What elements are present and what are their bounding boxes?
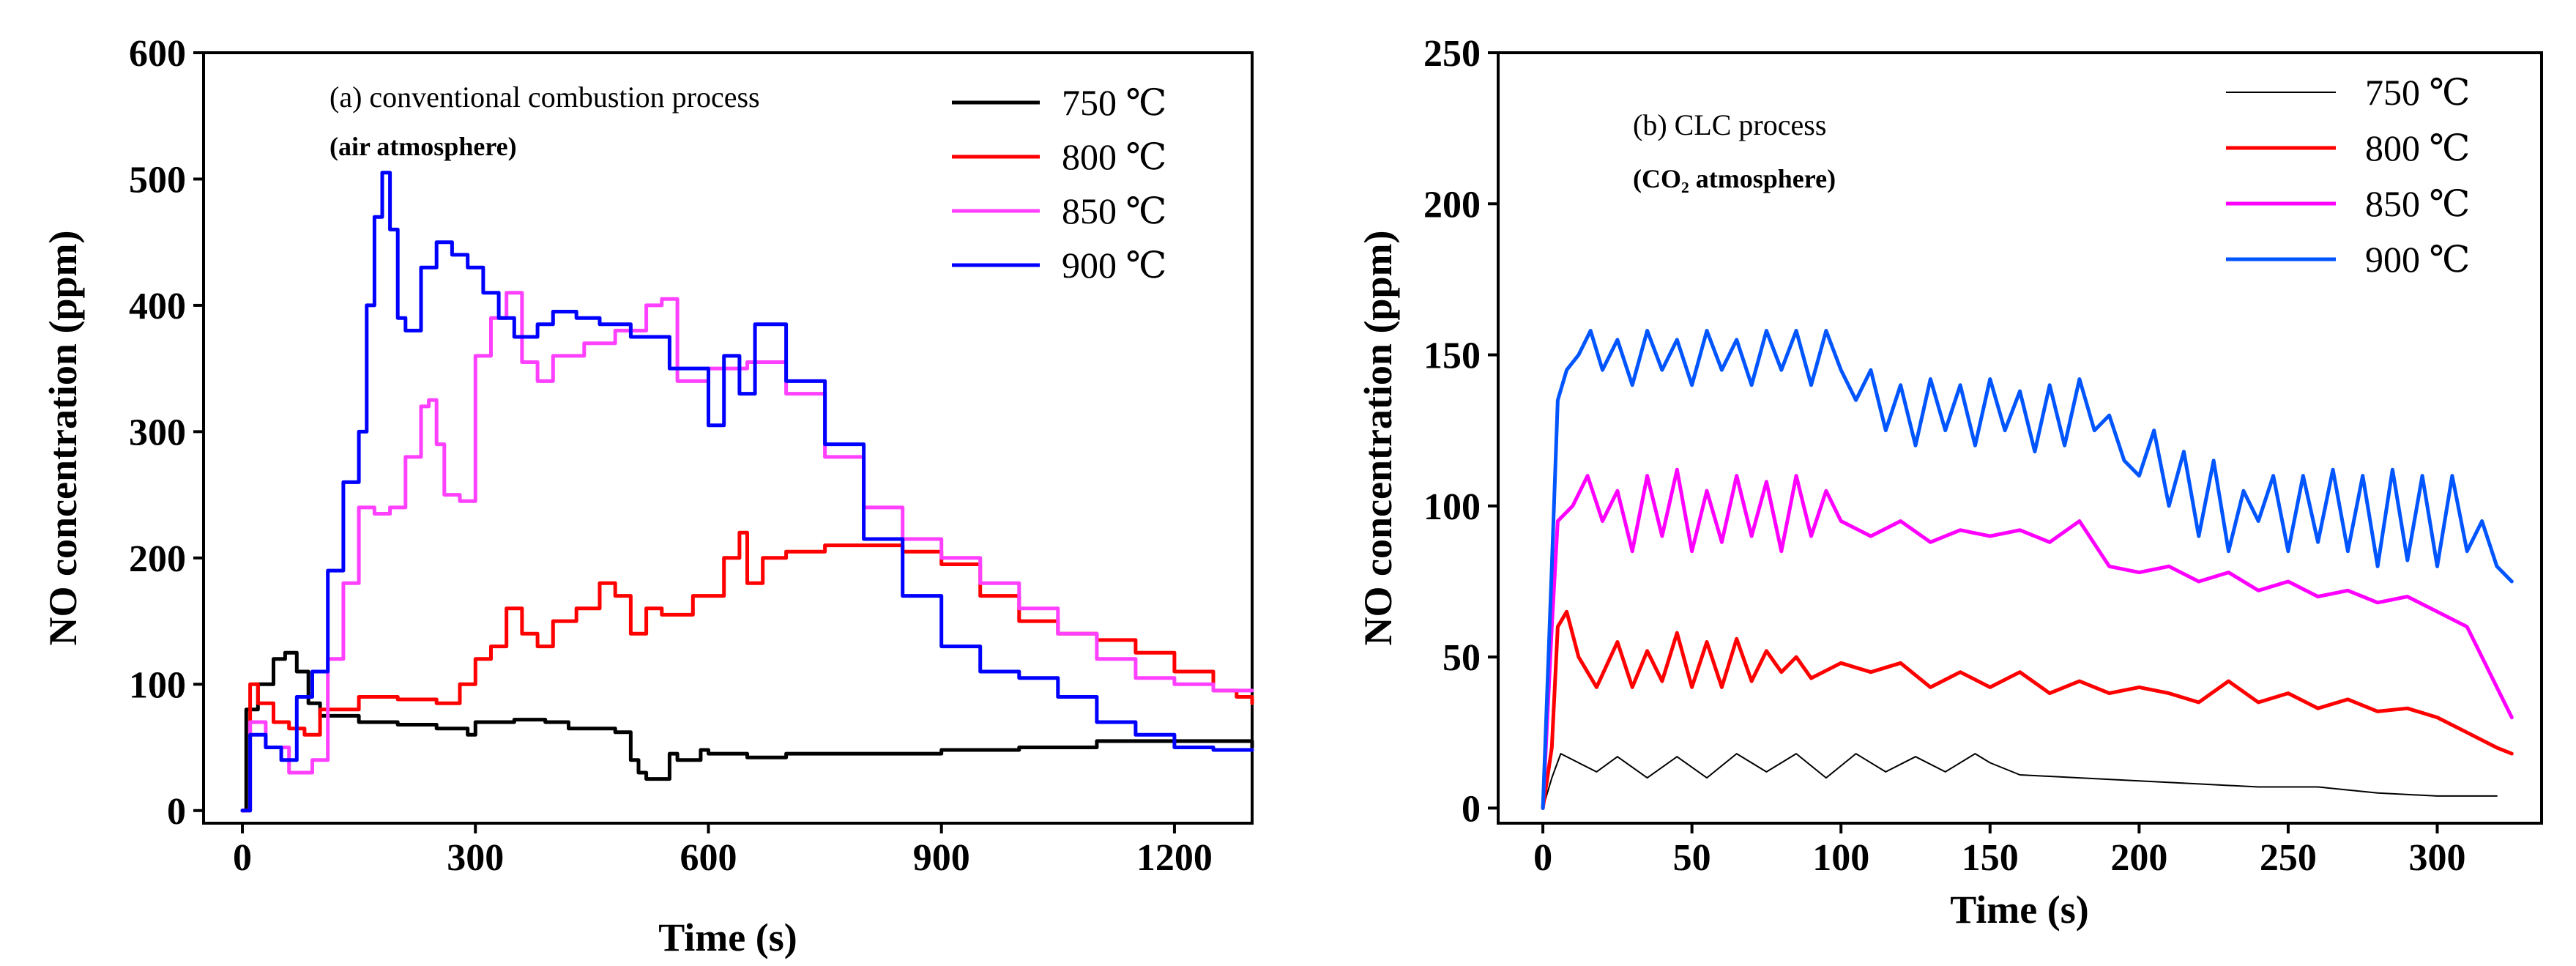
panel-b-x-axis-title: Time (s)	[1950, 888, 2088, 932]
panel-b-legend-label-1: 800 ℃	[2365, 127, 2470, 168]
panel-b-x-tick-label: 250	[2260, 837, 2317, 879]
panel-a-x-tick-label: 300	[447, 837, 504, 879]
panel-a-x-axis-title: Time (s)	[658, 915, 797, 959]
panel-b-title: (b) CLC process	[1633, 108, 1826, 141]
panel-b-legend-label-0: 750 ℃	[2365, 72, 2470, 113]
panel-a-y-tick-label: 0	[167, 791, 186, 833]
panel-a-legend-label-1: 800 ℃	[1062, 136, 1166, 177]
panel-a-y-tick-label: 500	[129, 159, 186, 201]
panel-b-x-tick-label: 200	[2110, 837, 2167, 879]
panel-a-plot-frame	[202, 51, 1254, 825]
panel-a-legend-label-2: 850 ℃	[1062, 190, 1166, 231]
panel-b-series-line-0	[1542, 753, 2498, 809]
panel-a-title: (a) conventional combustion process	[330, 81, 760, 114]
panel-a-y-tick-label: 200	[129, 538, 186, 580]
panel-a-series-group	[240, 171, 1254, 813]
panel-a-y-tick-label: 300	[129, 412, 186, 453]
panel-a-legend-label-3: 900 ℃	[1062, 245, 1166, 286]
panel-b-series-line-3	[1541, 329, 2514, 810]
panel-b-clc-process: 0 50 100 150 200 250 300 0 50 100 150 200 250 (b) CL…	[1356, 33, 2543, 932]
panel-b-legend: 750 ℃ 800 ℃ 850 ℃ 900 ℃	[2226, 72, 2470, 280]
panel-b-series-line-1	[1541, 609, 2514, 810]
panel-a-x-tick-label: 1200	[1136, 837, 1213, 879]
panel-a-series-line-0	[240, 650, 1254, 813]
panel-b-x-tick-label: 300	[2409, 837, 2466, 879]
panel-a-subtitle: (air atmosphere)	[330, 132, 517, 161]
panel-b-y-tick-label: 50	[1443, 637, 1481, 679]
panel-b-series-group	[1541, 329, 2514, 810]
panel-a-ticks: 0 300 600 900 1200 0 100 200 300 400 500 600	[129, 33, 1213, 879]
panel-b-y-axis-title: NO concentration (ppm)	[1356, 231, 1400, 646]
panel-a-legend-label-0: 750 ℃	[1062, 82, 1166, 123]
panel-a-series-line-3	[240, 171, 1254, 813]
panel-b-x-tick-label: 100	[1812, 837, 1869, 879]
panel-b-series-line-2	[1541, 467, 2514, 810]
panel-b-x-tick-label: 150	[1962, 837, 2019, 879]
panel-a-y-tick-label: 600	[129, 33, 186, 75]
panel-a-x-tick-label: 900	[913, 837, 970, 879]
panel-b-plot-frame	[1497, 51, 2543, 825]
panel-a-y-axis-title: NO concentration (ppm)	[41, 231, 85, 646]
panel-a-x-tick-label: 0	[233, 837, 252, 879]
panel-a-x-tick-label: 600	[680, 837, 737, 879]
panel-b-x-tick-label: 50	[1673, 837, 1711, 879]
panel-a-legend: 750 ℃ 800 ℃ 850 ℃ 900 ℃	[952, 82, 1166, 286]
panel-a-series-line-2	[240, 291, 1254, 813]
panel-a-conventional-combustion: 0 300 600 900 1200 0 100 200 300 400 500 600 (a) co…	[41, 33, 1254, 959]
panel-b-y-tick-label: 0	[1462, 788, 1481, 830]
panel-b-y-tick-label: 150	[1423, 335, 1481, 377]
panel-b-y-tick-label: 200	[1423, 184, 1481, 226]
panel-b-legend-label-3: 900 ℃	[2365, 239, 2470, 280]
panel-a-y-tick-label: 100	[129, 664, 186, 706]
panel-b-y-tick-label: 250	[1423, 33, 1481, 75]
panel-b-subtitle: (CO₂ atmosphere)	[1633, 164, 1836, 193]
panel-b-x-tick-label: 0	[1533, 837, 1552, 879]
panel-b-y-tick-label: 100	[1423, 486, 1481, 528]
panel-a-y-tick-label: 400	[129, 286, 186, 327]
panel-a-series-line-1	[240, 530, 1254, 813]
panel-b-ticks: 0 50 100 150 200 250 300 0 50 100 150 200 250	[1423, 33, 2466, 879]
panel-b-legend-label-2: 850 ℃	[2365, 183, 2470, 224]
